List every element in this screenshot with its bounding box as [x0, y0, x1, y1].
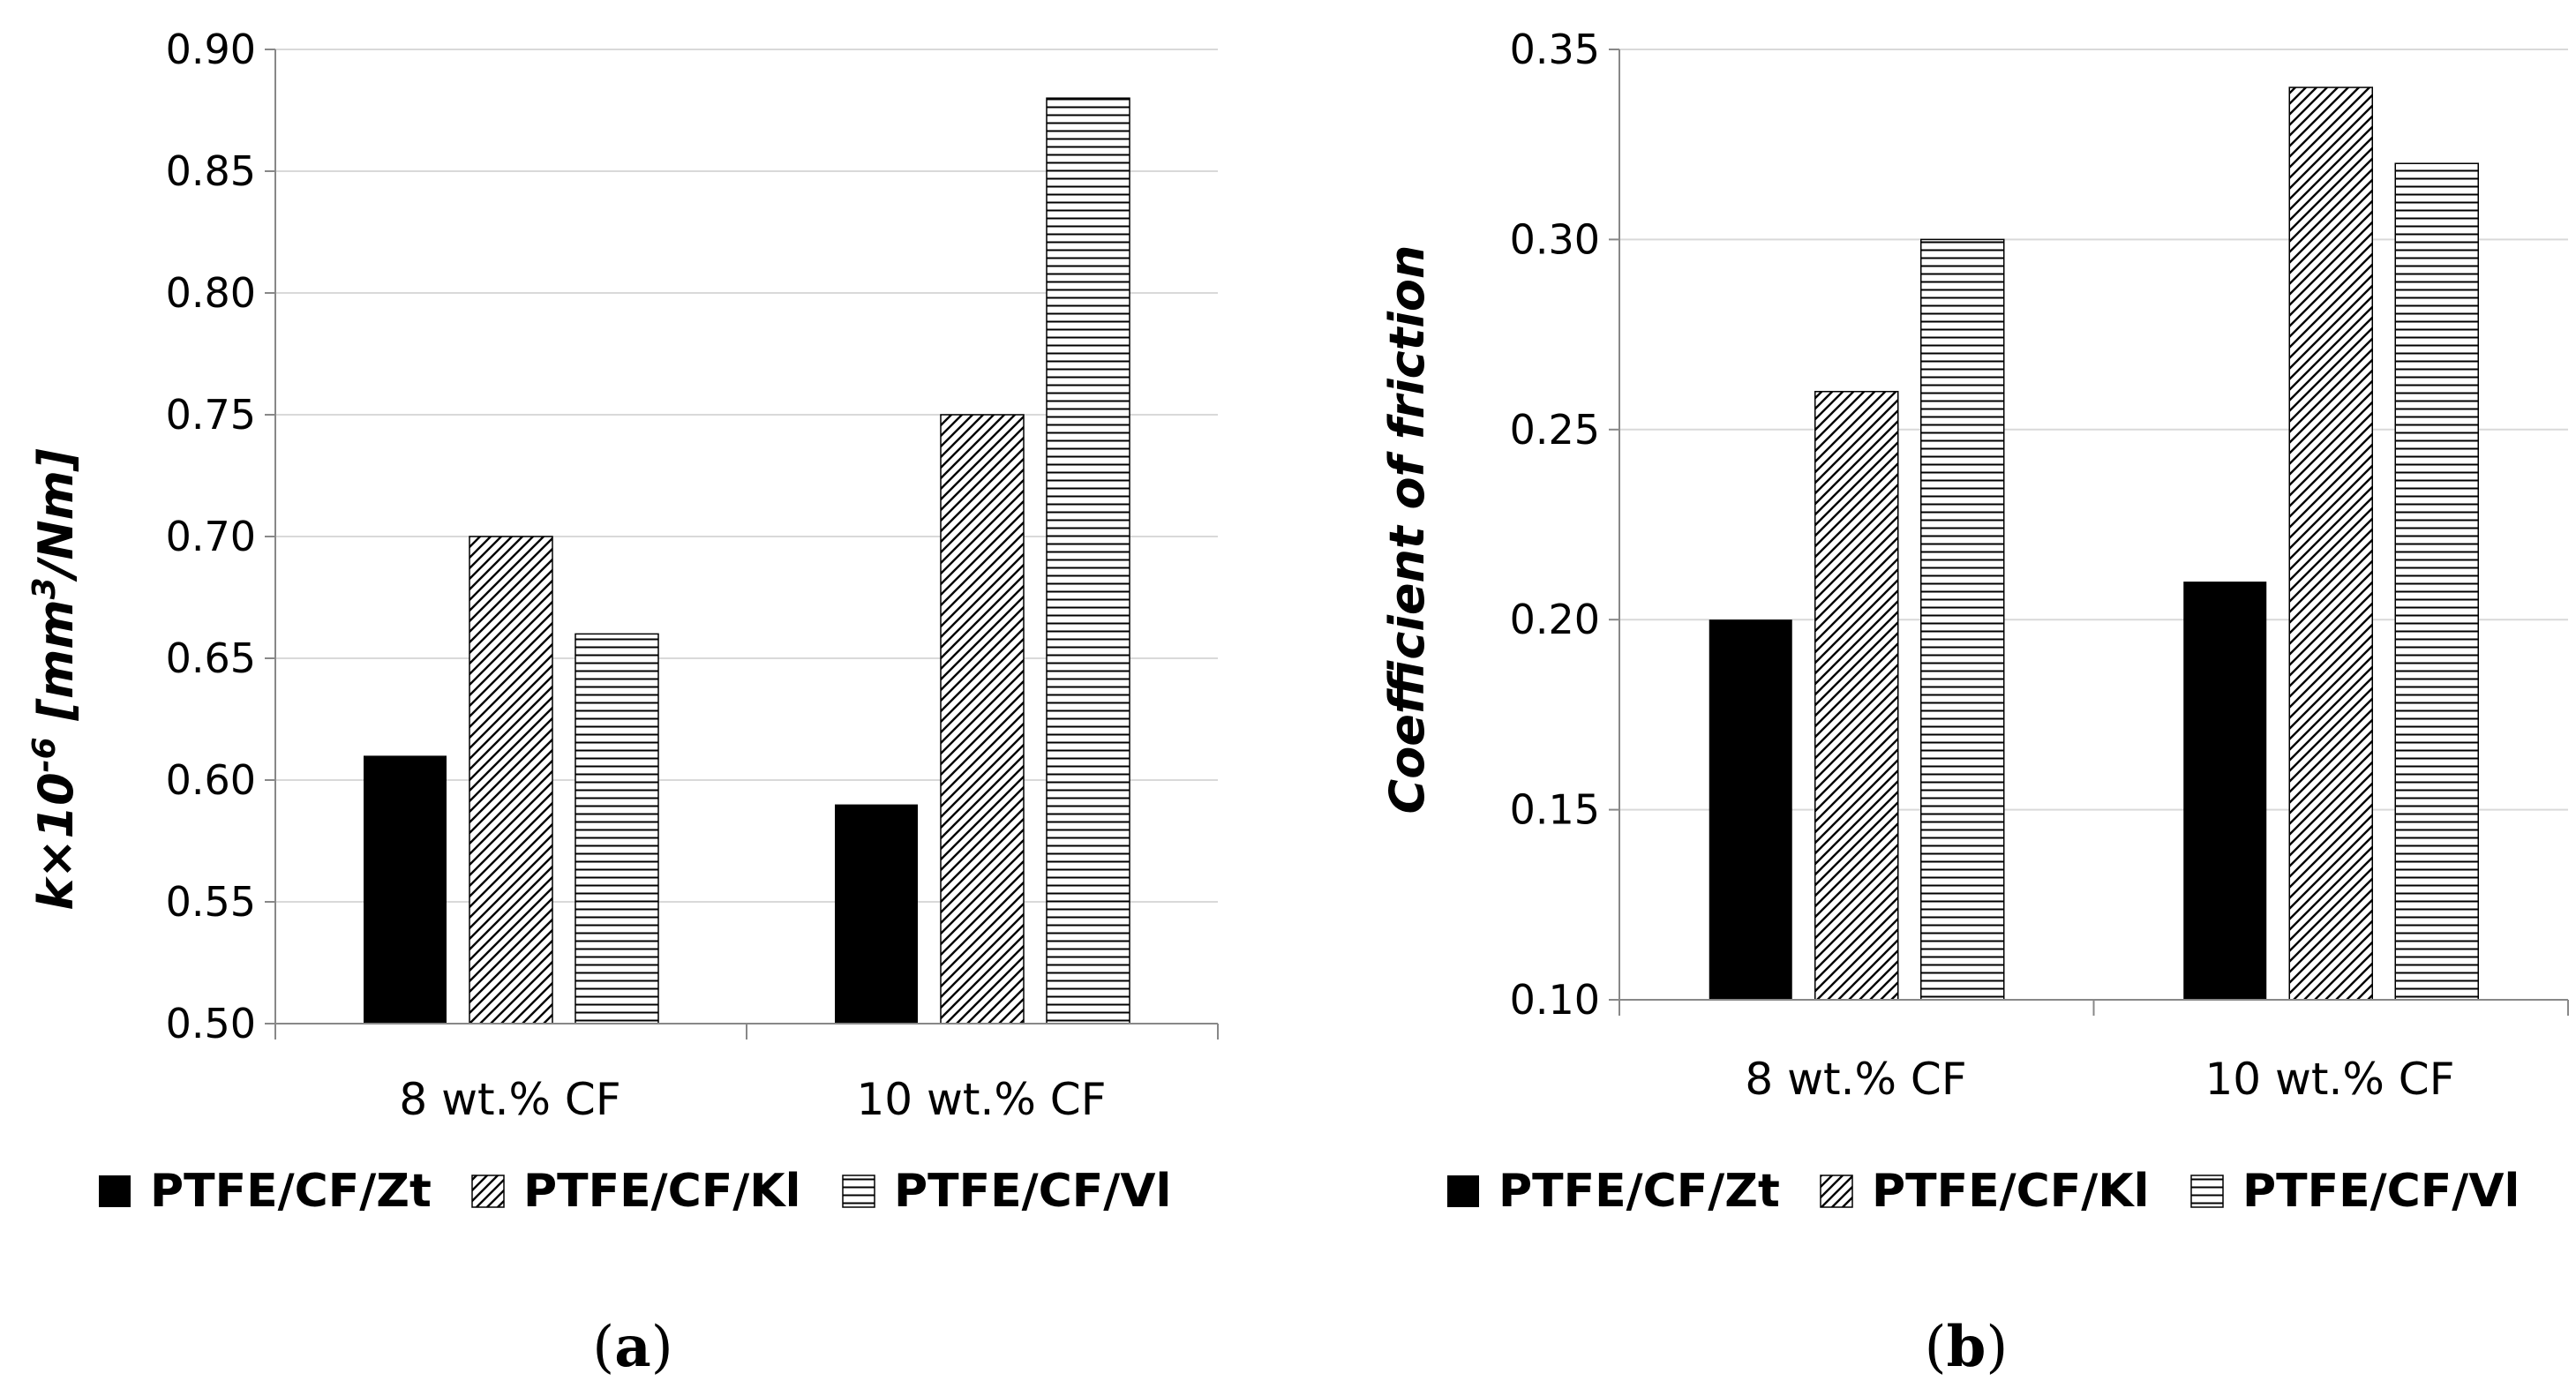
bar-zt: [1709, 619, 1792, 1000]
bars: [364, 97, 1130, 1024]
category-label: 8 wt.% CF: [399, 1074, 620, 1125]
y-tick-label: 0.70: [166, 513, 256, 560]
y-tick-label: 0.25: [1510, 406, 1600, 454]
legend-label: PTFE/CF/Zt: [150, 1165, 432, 1218]
legend: PTFE/CF/Zt PTFE/CF/Kl PTFE/CF/Vl: [99, 1165, 1171, 1218]
bar-vl: [575, 633, 659, 1024]
y-tick-labels: 0.50 0.55 0.60 0.65 0.70 0.75 0.80 0.85 0.90: [166, 26, 256, 1047]
legend-label: PTFE/CF/Vl: [2242, 1165, 2520, 1218]
bar-kl: [940, 414, 1025, 1024]
legend-label: PTFE/CF/Kl: [1872, 1165, 2149, 1218]
y-tick-label: 0.60: [166, 756, 256, 804]
bar-kl: [1814, 390, 1899, 1001]
y-axis-title: k×10-6 [mm3/Nm]: [26, 448, 85, 911]
legend-swatch-zt: [1447, 1175, 1479, 1207]
bar-vl: [2394, 162, 2479, 1001]
y-tick-label: 0.35: [1510, 26, 1600, 73]
legend-swatch-kl: [471, 1175, 505, 1208]
legend-swatch-kl: [1820, 1175, 1853, 1208]
bar-vl: [1920, 238, 2005, 1001]
y-tick-label: 0.30: [1510, 215, 1600, 263]
bar-vl: [1046, 97, 1130, 1024]
panel-label-a: (a): [592, 1314, 672, 1380]
y-tick-label: 0.10: [1510, 976, 1600, 1024]
bar-kl: [2288, 86, 2373, 1001]
y-tick-label: 0.85: [166, 147, 256, 195]
legend-label: PTFE/CF/Zt: [1498, 1165, 1780, 1218]
chart-panel-a: 0.50 0.55 0.60 0.65 0.70 0.75 0.80 0.85 0.90 8 w…: [26, 26, 1219, 1380]
bar-zt: [2183, 582, 2267, 1000]
bar-zt: [835, 804, 918, 1024]
panel-label-b: (b): [1925, 1314, 2009, 1380]
bar-kl: [469, 536, 553, 1024]
legend-swatch-vl: [2190, 1175, 2224, 1208]
y-tick-label: 0.15: [1510, 786, 1600, 834]
y-tick-label: 0.65: [166, 634, 256, 682]
y-tick-label: 0.90: [166, 26, 256, 73]
bars: [1709, 86, 2479, 1001]
y-tick-label: 0.80: [166, 269, 256, 317]
category-label: 8 wt.% CF: [1745, 1054, 1966, 1105]
legend-swatch-vl: [842, 1175, 875, 1208]
legend-label: PTFE/CF/Kl: [523, 1165, 800, 1218]
legend: PTFE/CF/Zt PTFE/CF/Kl PTFE/CF/Vl: [1447, 1165, 2520, 1218]
category-labels: 8 wt.% CF 10 wt.% CF: [399, 1074, 1106, 1125]
legend-label: PTFE/CF/Vl: [894, 1165, 1171, 1218]
y-tick-label: 0.55: [166, 878, 256, 926]
legend-swatch-zt: [99, 1175, 131, 1207]
axes: [1609, 49, 2569, 1016]
y-axis-title: Coefficient of friction: [1379, 245, 1435, 814]
y-tick-label: 0.50: [166, 1000, 256, 1047]
chart-panel-b: 0.10 0.15 0.20 0.25 0.30 0.35 8 wt.% CF 10 wt…: [1379, 26, 2569, 1380]
category-label: 10 wt.% CF: [857, 1074, 1107, 1125]
y-tick-label: 0.20: [1510, 596, 1600, 643]
category-label: 10 wt.% CF: [2205, 1054, 2455, 1105]
y-tick-labels: 0.10 0.15 0.20 0.25 0.30 0.35: [1510, 26, 1600, 1024]
bar-zt: [364, 755, 447, 1024]
y-tick-label: 0.75: [166, 391, 256, 439]
category-labels: 8 wt.% CF 10 wt.% CF: [1745, 1054, 2454, 1105]
axes: [265, 49, 1219, 1039]
